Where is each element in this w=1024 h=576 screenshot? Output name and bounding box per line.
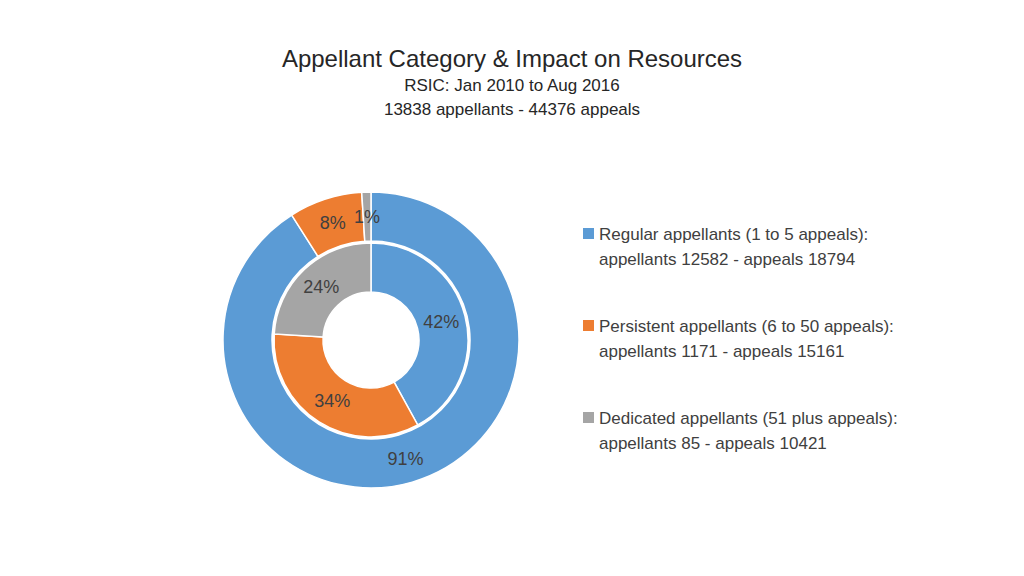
svg-text:24%: 24% — [303, 277, 339, 297]
html-text:13838 appellants - 44376 appea: 13838 appellants - 44376 appeals — [383, 100, 641, 119]
svg-text:91%: 91% — [387, 449, 423, 469]
svg-text:42%: 42% — [423, 312, 459, 332]
html-text:appellants 1171 - appeals 1516: appellants 1171 - appeals 15161 — [599, 342, 845, 361]
svg-text:1%: 1% — [354, 207, 380, 227]
html-text:Persistent appellants (6 to 50: Persistent appellants (6 to 50 appeals): — [599, 317, 894, 336]
html-text:Regular appellants (1 to 5 app: Regular appellants (1 to 5 appeals): — [599, 225, 869, 244]
html-text:appellants 85 - appeals 10421: appellants 85 - appeals 10421 — [599, 434, 827, 453]
html-text:Dedicated appellants (51 plus: Dedicated appellants (51 plus appeals): — [599, 409, 898, 428]
html-text:appellants 12582 - appeals 187: appellants 12582 - appeals 18794 — [599, 250, 856, 269]
html-text:RSIC: Jan 2010 to Aug 2016: RSIC: Jan 2010 to Aug 2016 — [404, 76, 620, 95]
html-text:Appellant Category & Impact on: Appellant Category & Impact on Resources — [281, 45, 743, 72]
svg-text:34%: 34% — [314, 391, 350, 411]
svg-text:8%: 8% — [320, 213, 346, 233]
